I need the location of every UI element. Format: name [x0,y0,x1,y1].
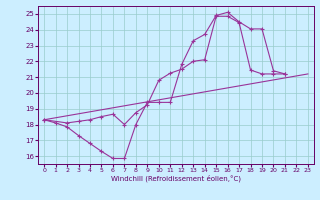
X-axis label: Windchill (Refroidissement éolien,°C): Windchill (Refroidissement éolien,°C) [111,175,241,182]
